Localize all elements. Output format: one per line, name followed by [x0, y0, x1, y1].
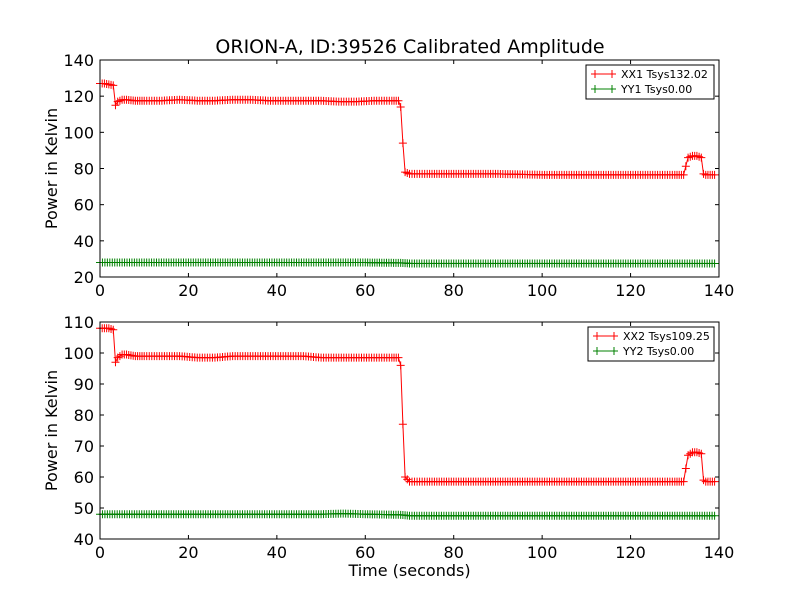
legend-entry: XX1 Tsys132.02 [591, 68, 708, 81]
series-yy [96, 509, 719, 520]
legend-marker [591, 85, 599, 93]
y-tick-label: 80 [74, 160, 94, 179]
series-group [96, 79, 719, 268]
x-tick-label: 120 [615, 543, 646, 562]
upper-panel: 0 20 40 60 80 100 120 14020406080100120140Power… [42, 51, 734, 300]
legend: XX2 Tsys109.25 YY2 Tsys0.00 [587, 326, 715, 362]
x-tick-label: 100 [527, 281, 558, 300]
legend: XX1 Tsys132.02 YY1 Tsys0.00 [585, 64, 715, 100]
legend-marker [610, 347, 618, 355]
x-tick-label: 80 [444, 543, 464, 562]
y-tick-label: 60 [74, 196, 94, 215]
y-axis-label: Power in Kelvin [42, 370, 61, 491]
data-point [109, 81, 118, 90]
data-point [394, 353, 403, 362]
series-xx [96, 324, 719, 486]
legend-entry: XX2 Tsys109.25 [593, 330, 710, 343]
legend-marker [593, 347, 601, 355]
legend-entry: YY1 Tsys0.00 [591, 83, 692, 96]
data-point [396, 361, 405, 370]
x-tick-label: 140 [704, 281, 735, 300]
x-tick-label: 40 [267, 281, 287, 300]
data-point [398, 139, 407, 148]
legend-box [585, 64, 715, 100]
x-axis-label: Time (seconds) [347, 561, 470, 580]
legend-label: YY2 Tsys0.00 [622, 345, 694, 358]
y-tick-label: 40 [74, 530, 94, 549]
y-tick-label: 120 [63, 87, 94, 106]
series-xx [96, 79, 719, 179]
x-tick-label: 0 [95, 281, 105, 300]
data-point [710, 477, 719, 486]
data-point [111, 358, 120, 367]
data-point [109, 325, 118, 334]
lower-panel: 0 20 40 60 80 100 120 140 40 50 60 70 80 90 100 110 Powe… [42, 313, 734, 580]
y-tick-label: 60 [74, 468, 94, 487]
legend-marker [608, 85, 616, 93]
y-tick-label: 70 [74, 437, 94, 456]
data-point [681, 464, 690, 473]
data-point [710, 511, 719, 520]
x-tick-label: 40 [267, 543, 287, 562]
axes-frame [99, 321, 720, 540]
y-tick-label: 40 [74, 232, 94, 251]
x-tick-label: 60 [355, 543, 375, 562]
y-tick-label: 100 [63, 344, 94, 363]
legend-marker [593, 332, 601, 340]
data-point [679, 477, 688, 486]
data-point [697, 449, 706, 458]
data-point [710, 259, 719, 268]
y-tick-label: 90 [74, 375, 94, 394]
x-tick-label: 140 [704, 543, 735, 562]
x-tick-label: 120 [615, 281, 646, 300]
legend-marker [591, 70, 599, 78]
y-tick-label: 100 [63, 123, 94, 142]
legend-label: XX1 Tsys132.02 [621, 68, 708, 81]
chart-title: ORION-A, ID:39526 Calibrated Amplitude [215, 36, 604, 58]
data-point [681, 162, 690, 171]
data-point [398, 420, 407, 429]
x-tick-label: 80 [444, 281, 464, 300]
legend-box [587, 326, 715, 362]
legend-marker [608, 70, 616, 78]
data-point [697, 153, 706, 162]
data-point [396, 103, 405, 112]
series-yy [96, 258, 719, 268]
data-point [394, 96, 403, 105]
x-tick-label: 20 [178, 281, 198, 300]
x-tick-label: 60 [355, 281, 375, 300]
x-tick-label: 20 [178, 543, 198, 562]
y-tick-label: 110 [63, 313, 94, 332]
y-tick-label: 20 [74, 268, 94, 287]
data-point [679, 170, 688, 179]
data-point [710, 170, 719, 179]
legend-label: XX2 Tsys109.25 [623, 330, 710, 343]
x-tick-label: 0 [95, 543, 105, 562]
y-axis-label: Power in Kelvin [42, 108, 61, 229]
y-tick-label: 50 [74, 499, 94, 518]
y-tick-label: 140 [63, 51, 94, 70]
series-group [96, 324, 719, 520]
legend-marker [610, 332, 618, 340]
x-tick-label: 100 [527, 543, 558, 562]
legend-label: YY1 Tsys0.00 [620, 83, 692, 96]
legend-entry: YY2 Tsys0.00 [593, 345, 694, 358]
y-tick-label: 80 [74, 406, 94, 425]
